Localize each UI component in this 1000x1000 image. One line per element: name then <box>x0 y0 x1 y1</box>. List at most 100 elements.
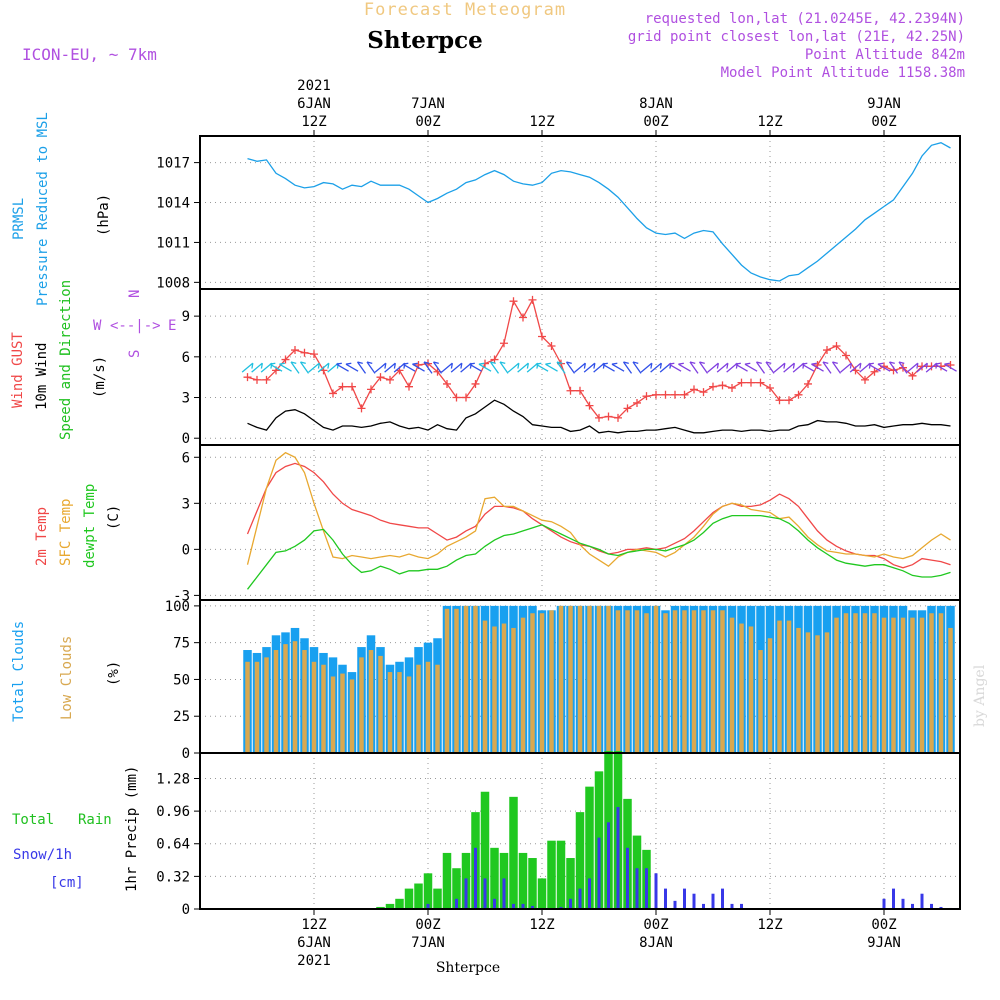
bottom-x-label: 00Z <box>643 917 668 933</box>
gust-marker <box>519 313 527 322</box>
wind-dir-arrow <box>650 362 663 373</box>
rain-bar <box>423 873 433 909</box>
wind-dir-arrow <box>689 361 699 374</box>
low-cloud-bar <box>330 676 336 753</box>
wind-dir-arrow <box>412 362 425 372</box>
wind-dir-arrow <box>716 362 729 373</box>
wind-dir-arrow <box>317 362 330 373</box>
rain-bar <box>452 868 461 909</box>
wind-dir-arrow <box>906 362 919 373</box>
low-cloud-bar <box>520 617 526 753</box>
y-tick-label: 0 <box>182 431 190 447</box>
bottom-x-label: 6JAN <box>297 935 331 951</box>
compass-n: N <box>127 290 143 298</box>
low-cloud-bar <box>815 635 820 753</box>
watermark: by Angel <box>972 664 988 727</box>
y-tick-label: 1017 <box>156 156 190 172</box>
rain-bar <box>433 888 442 909</box>
snow-bar <box>692 893 696 909</box>
y-tick-label: 100 <box>165 599 190 615</box>
low-cloud-bar <box>577 605 583 753</box>
model-name: ICON-EU, ~ 7km <box>22 45 157 64</box>
pressure-line <box>247 142 951 282</box>
gust-marker <box>775 396 784 405</box>
pressure-label: Pressure Reduced to MSL <box>35 112 51 306</box>
snow-bar <box>455 898 458 909</box>
low-cloud-bar <box>720 610 725 753</box>
gust-marker <box>291 346 299 355</box>
snow-bar <box>901 898 905 909</box>
t2m-label: 2m Temp <box>34 507 50 566</box>
bottom-x-label: 12Z <box>757 917 782 933</box>
low-cloud-bar <box>283 644 288 753</box>
compass-w: W <box>93 318 102 334</box>
gust-marker <box>661 390 670 399</box>
gust-marker <box>861 375 869 384</box>
gust-marker <box>405 382 413 391</box>
low-cloud-bar <box>558 605 564 753</box>
low-cloud-bar <box>938 613 944 753</box>
gust-line <box>247 298 951 419</box>
snow-bar <box>474 847 477 909</box>
gust-marker <box>595 413 603 422</box>
snow-bar <box>512 903 515 909</box>
temp-panel: -3 0 3 6 <box>173 445 960 604</box>
snow-bar <box>464 878 468 909</box>
wind-dir-arrow <box>640 362 653 373</box>
low-cloud-bar <box>805 632 811 753</box>
gust-marker <box>690 385 698 394</box>
footer-location: Shterpce <box>436 960 500 976</box>
wind-dir-arrow <box>622 361 633 374</box>
wind-dir-arrow <box>822 361 832 374</box>
top-x-label: 9JAN <box>867 96 901 112</box>
low-cloud-bar <box>796 627 801 753</box>
low-cloud-bar <box>748 626 754 753</box>
wind-dir-arrow <box>916 362 929 373</box>
wind-dir-arrow <box>489 361 500 374</box>
low-cloud-bar <box>872 613 877 753</box>
gust-marker <box>614 413 622 422</box>
gust-marker <box>718 381 727 390</box>
snow-bar <box>645 868 648 909</box>
low-cloud-bar <box>758 650 763 753</box>
y-tick-label: 0.64 <box>156 837 190 853</box>
low-cloud-bar <box>387 672 393 753</box>
gust-marker <box>870 367 879 376</box>
low-cloud-bar <box>729 617 735 753</box>
wind-dir-arrow <box>545 362 558 372</box>
wind-dir-arrow <box>611 362 625 372</box>
wind-dir-arrow <box>441 362 454 373</box>
snow-bar <box>426 903 430 909</box>
compass-e: E <box>168 318 176 334</box>
gust-marker <box>338 382 347 391</box>
wind-dir-arrow <box>849 362 862 373</box>
total-clouds-label: Total Clouds <box>11 621 27 722</box>
temp-frame <box>199 444 961 601</box>
wind-dir-arrow <box>574 362 587 373</box>
gust-marker <box>728 384 736 393</box>
y-tick-label: 50 <box>173 672 190 688</box>
wind-dir-arrow <box>290 361 300 374</box>
temp-labels: 2m Temp SFC Temp dewpt Temp (C) <box>34 484 122 568</box>
clouds-panel: 0 25 50 75 100 <box>165 599 960 762</box>
wind-dir-arrow <box>478 362 492 372</box>
wind-dir-arrow <box>773 362 786 373</box>
snow-bar <box>616 807 620 909</box>
gust-marker <box>253 375 261 384</box>
low-cloud-bar <box>368 650 374 753</box>
top-x-label: 12Z <box>529 114 554 130</box>
gust-marker <box>633 398 641 407</box>
gust-label: Wind GUST <box>10 332 26 408</box>
wind-dir-arrow <box>241 362 254 373</box>
wind-dir-arrow <box>251 362 264 373</box>
gust-marker <box>490 355 499 364</box>
rain-bar <box>585 786 594 909</box>
point-altitude: Point Altitude 842m <box>805 47 965 63</box>
wind-dir-arrow <box>801 362 815 372</box>
wind-speed-line <box>247 399 951 434</box>
wind-labels: Wind GUST 10m Wind Speed and Direction (… <box>10 280 176 440</box>
gust-marker <box>509 297 518 306</box>
top-x-label: 12Z <box>301 114 326 130</box>
snow-bar <box>664 888 667 909</box>
